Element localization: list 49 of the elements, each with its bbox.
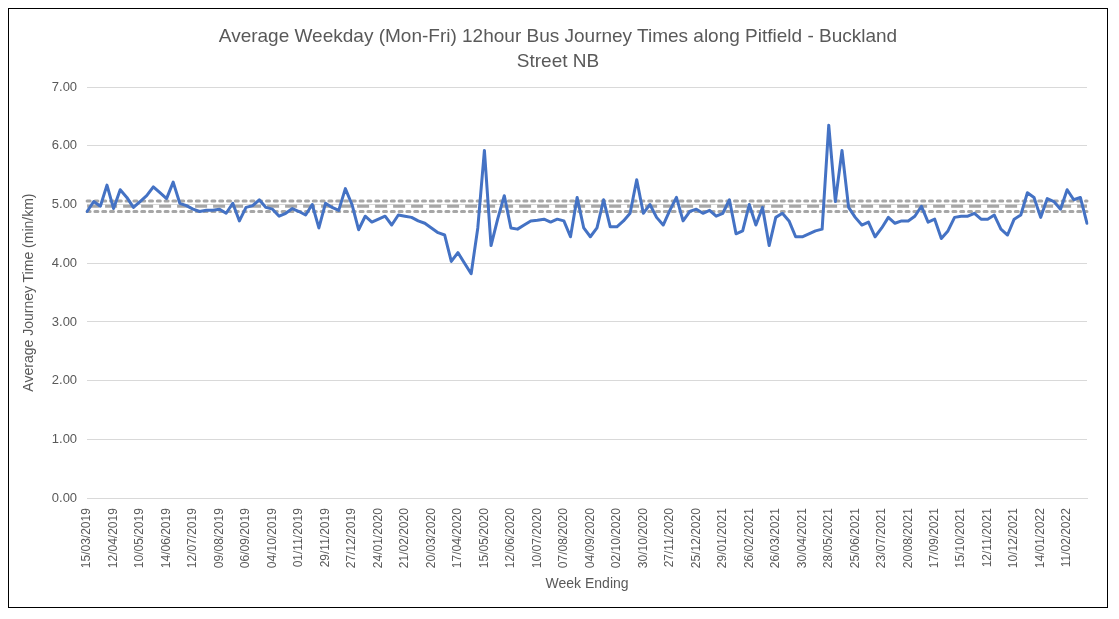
x-tick-label: 14/01/2022 [1032,507,1047,569]
chart-title: Average Weekday (Mon-Fri) 12hour Bus Journey Times along Pitfield - Buckland Street NB [217,24,899,73]
x-tick-label: 20/08/2021 [900,507,915,569]
x-tick-label: 09/08/2019 [211,507,226,569]
x-tick-label: 21/02/2020 [397,507,412,569]
x-tick-label: 27/11/2020 [662,507,677,568]
x-tick-label: 12/07/2019 [185,507,200,569]
x-tick-label: 14/06/2019 [158,507,173,569]
x-tick-label: 02/10/2020 [609,507,624,569]
x-tick-label: 29/11/2019 [317,507,332,568]
y-tick-label: 2.00 [51,372,78,388]
x-tick-label: 04/09/2020 [582,507,597,569]
x-tick-label: 10/05/2019 [132,507,147,569]
x-tick-label: 29/01/2021 [715,507,730,569]
y-tick-label: 0.00 [51,489,78,505]
y-tick-label: 7.00 [51,78,78,94]
y-tick-label: 6.00 [51,137,78,153]
y-tick-label: 5.00 [51,196,78,212]
x-tick-label: 25/06/2021 [847,507,862,569]
x-tick-label: 10/12/2021 [1006,507,1021,569]
x-tick-label: 26/02/2021 [741,507,756,569]
x-axis-title: Week Ending [545,575,629,592]
x-tick-label: 24/01/2020 [370,507,385,569]
y-tick-label: 4.00 [51,254,78,270]
x-tick-label: 15/03/2019 [79,507,94,569]
x-tick-label: 15/10/2021 [953,507,968,569]
x-tick-label: 15/05/2020 [476,507,491,569]
x-tick-label: 12/06/2020 [503,507,518,569]
x-tick-label: 23/07/2021 [874,507,889,569]
x-tick-label: 07/08/2020 [556,507,571,569]
x-tick-label: 30/10/2020 [635,507,650,569]
y-tick-label: 1.00 [51,430,78,446]
x-tick-label: 26/03/2021 [768,507,783,569]
x-tick-label: 06/09/2019 [238,507,253,569]
x-tick-label: 04/10/2019 [264,507,279,569]
x-tick-label: 30/04/2021 [794,507,809,569]
x-tick-label: 10/07/2020 [529,507,544,569]
x-tick-label: 28/05/2021 [821,507,836,569]
y-tick-label: 3.00 [51,313,78,329]
x-tick-label: 11/02/2022 [1059,507,1074,568]
x-tick-label: 01/11/2019 [291,507,306,568]
x-tick-label: 17/04/2020 [450,507,465,569]
x-tick-label: 25/12/2020 [688,507,703,569]
x-tick-label: 17/09/2021 [927,507,942,569]
x-tick-label: 12/11/2021 [979,507,994,568]
x-tick-label: 12/04/2019 [105,507,120,569]
y-axis-title: Average Journey Time (min/km) [20,193,37,392]
x-tick-label: 20/03/2020 [423,507,438,569]
x-tick-label: 27/12/2019 [344,507,359,569]
